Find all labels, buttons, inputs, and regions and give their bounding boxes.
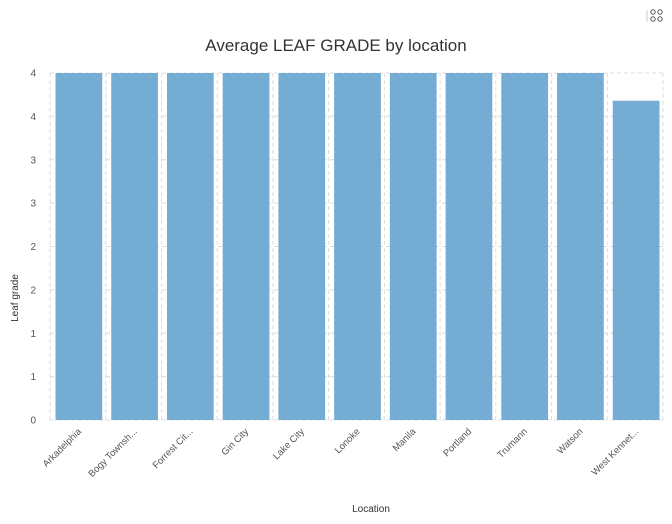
x-tick-labels: Arkadelphia Bogy Townsh... Forrest Cit... G… — [41, 426, 642, 480]
x-tick-label: Manila — [391, 426, 419, 454]
x-tick-label: West Kennet... — [590, 426, 642, 478]
x-tick-label: Lake City — [271, 426, 307, 462]
x-axis-label: Location — [352, 504, 390, 515]
bar[interactable] — [334, 73, 381, 420]
chart-title: Average LEAF GRADE by location — [205, 36, 466, 55]
y-tick-label: 1 — [30, 372, 36, 383]
y-tick-label: 0 — [30, 416, 36, 427]
x-tick-label: Lonoke — [333, 426, 363, 456]
x-tick-label: Portland — [441, 426, 474, 459]
y-axis-label: Leaf grade — [10, 274, 21, 322]
x-tick-label: Bogy Townsh... — [86, 426, 139, 479]
y-tick-label: 3 — [30, 199, 36, 210]
bar[interactable] — [278, 73, 326, 420]
bars — [55, 73, 660, 420]
bar[interactable] — [111, 73, 158, 420]
y-tick-label: 1 — [30, 329, 36, 340]
bar[interactable] — [445, 73, 493, 420]
y-tick-label: 3 — [30, 155, 36, 166]
x-tick-label: Forrest Cit... — [151, 426, 196, 471]
bar[interactable] — [612, 100, 660, 420]
bar[interactable] — [166, 73, 214, 420]
y-tick-label: 4 — [30, 69, 36, 80]
grid-dots-icon[interactable] — [646, 6, 666, 26]
y-tick-label: 2 — [30, 242, 36, 253]
bar[interactable] — [501, 73, 549, 420]
x-tick-label: Watson — [555, 426, 585, 456]
x-tick-label: Gin City — [219, 426, 251, 458]
gridlines — [49, 72, 664, 421]
bar[interactable] — [389, 73, 437, 420]
x-tick-label: Arkadelphia — [41, 426, 85, 470]
y-tick-label: 2 — [30, 285, 36, 296]
y-tick-label: 4 — [30, 112, 36, 123]
x-tick-label: Trumann — [495, 426, 529, 460]
bar[interactable] — [222, 73, 270, 420]
y-tick-labels: 0 1 1 2 2 3 3 4 4 — [30, 69, 36, 427]
bar[interactable] — [557, 73, 604, 420]
bar[interactable] — [55, 73, 103, 420]
